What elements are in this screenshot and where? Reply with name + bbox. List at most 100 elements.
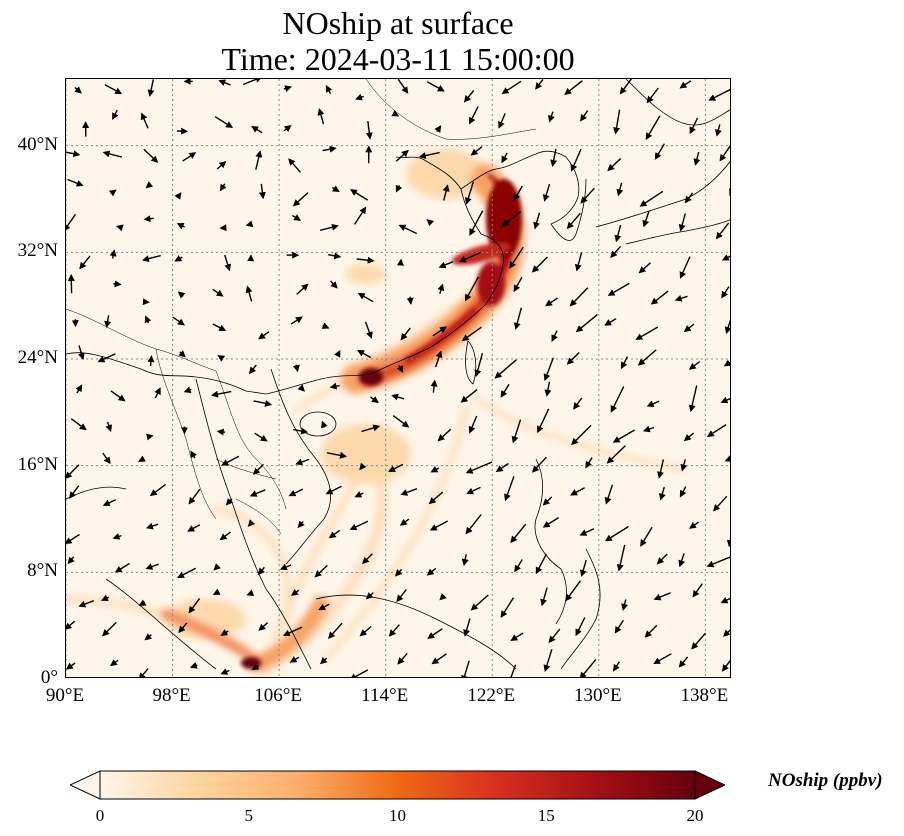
- map-panel: [65, 78, 731, 678]
- wind-arrow: [439, 592, 447, 601]
- wind-arrow: [396, 589, 407, 603]
- wind-arrow: [604, 318, 617, 326]
- wind-arrow: [392, 415, 410, 428]
- wind-arrow: [174, 192, 182, 200]
- wind-arrow: [688, 385, 698, 413]
- wind-arrow: [722, 629, 730, 637]
- wind-arrow: [319, 656, 328, 665]
- wind-arrow: [314, 564, 328, 578]
- wind-arrow: [693, 151, 701, 166]
- wind-arrow: [679, 486, 687, 498]
- wind-arrow: [361, 424, 381, 433]
- wind-arrow: [678, 213, 686, 232]
- colorbar-gradient: [99, 770, 696, 800]
- wind-arrow: [723, 359, 730, 367]
- wind-arrow: [398, 224, 418, 235]
- wind-arrow: [178, 350, 186, 358]
- wind-arrow: [253, 399, 273, 407]
- wind-arrow: [426, 567, 437, 576]
- wind-arrow: [564, 80, 583, 95]
- wind-arrow: [357, 350, 372, 359]
- wind-arrow: [143, 215, 154, 223]
- wind-arrow: [458, 251, 481, 263]
- wind-arrow: [400, 327, 411, 341]
- wind-arrow: [394, 568, 403, 577]
- wind-arrow: [715, 222, 730, 240]
- wind-arrow: [535, 553, 548, 575]
- wind-arrow: [113, 280, 122, 288]
- wind-arrow: [691, 632, 707, 650]
- wind-arrow: [579, 528, 595, 536]
- wind-arrow: [535, 79, 544, 90]
- wind-arrow: [426, 218, 435, 227]
- wind-arrow: [684, 192, 694, 204]
- wind-arrow: [147, 79, 155, 97]
- wind-arrow: [176, 223, 186, 230]
- wind-arrow: [110, 390, 126, 402]
- wind-arrow: [548, 111, 555, 123]
- wind-arrow: [689, 117, 699, 135]
- wind-arrow: [610, 386, 625, 413]
- map-canvas: [66, 79, 730, 677]
- wind-arrow: [460, 389, 478, 403]
- wind-arrow: [147, 355, 155, 367]
- wind-arrow: [542, 517, 559, 528]
- wind-arrow: [434, 125, 442, 133]
- wind-arrow: [396, 365, 404, 373]
- wind-arrow: [640, 526, 653, 547]
- wind-arrow: [317, 108, 325, 125]
- wind-arrow: [292, 214, 302, 221]
- wind-arrow: [172, 316, 185, 326]
- wind-arrow: [720, 596, 730, 604]
- wind-arrow: [292, 192, 309, 207]
- wind-arrow: [688, 360, 701, 370]
- x-tick-label: 90°E: [45, 685, 85, 706]
- wind-arrow: [513, 185, 523, 202]
- wind-arrow: [102, 150, 123, 158]
- wind-arrow: [325, 84, 333, 95]
- wind-arrow: [548, 628, 561, 644]
- wind-arrow: [189, 662, 198, 669]
- wind-arrow: [396, 258, 404, 266]
- wind-arrow: [318, 603, 330, 611]
- x-tick-label: 138°E: [680, 685, 729, 706]
- wind-arrow: [544, 381, 552, 397]
- wind-arrow: [328, 529, 341, 539]
- wind-arrow: [327, 622, 343, 639]
- wind-arrow: [469, 210, 484, 236]
- wind-arrow: [188, 488, 201, 505]
- wind-arrow: [362, 553, 373, 565]
- wind-arrow: [74, 86, 82, 94]
- wind-arrow: [328, 252, 342, 260]
- wind-arrow: [246, 589, 255, 596]
- wind-arrow: [510, 632, 524, 641]
- wind-arrow: [66, 662, 76, 670]
- wind-arrow: [355, 93, 364, 101]
- wind-arrow: [78, 600, 95, 608]
- wind-arrow: [616, 182, 624, 197]
- wind-arrow: [397, 79, 409, 94]
- wind-arrow: [365, 592, 374, 600]
- wind-arrow: [190, 450, 197, 459]
- wind-arrow: [138, 668, 149, 677]
- wind-arrow: [177, 567, 197, 578]
- x-tick-label: 114°E: [361, 685, 409, 706]
- wind-arrow: [638, 262, 651, 274]
- wind-arrow: [501, 211, 522, 227]
- wind-arrow: [187, 524, 201, 532]
- wind-arrow: [621, 599, 628, 611]
- wind-arrow: [571, 424, 592, 446]
- wind-arrow: [212, 288, 224, 297]
- wind-arrow: [537, 408, 550, 434]
- wind-arrow: [406, 296, 414, 305]
- wind-arrow: [637, 349, 657, 366]
- wind-arrow: [565, 580, 581, 602]
- wind-arrow: [657, 459, 665, 479]
- wind-arrow: [329, 280, 338, 289]
- wind-arrow: [551, 330, 558, 342]
- wind-arrow: [511, 419, 522, 444]
- wind-arrow: [143, 148, 159, 163]
- wind-arrow: [543, 648, 553, 673]
- wind-arrow: [395, 149, 409, 162]
- wind-arrow: [719, 144, 730, 162]
